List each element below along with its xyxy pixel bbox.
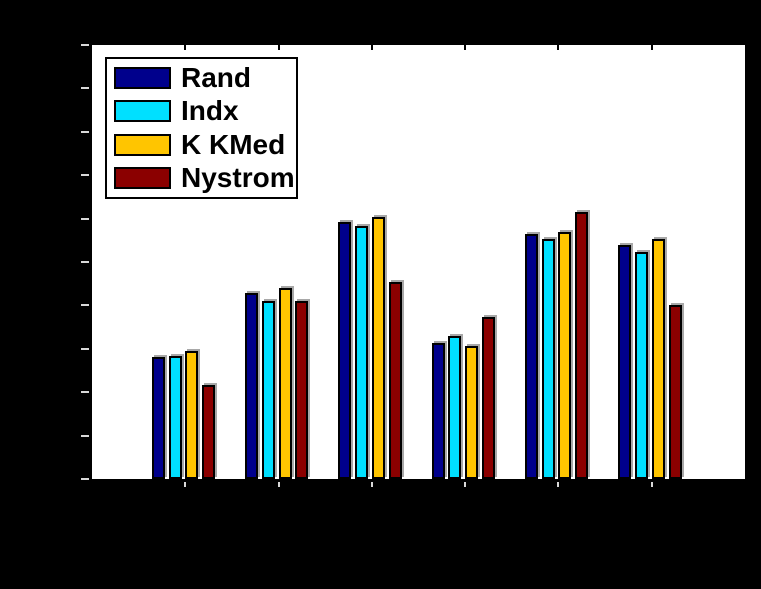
x-tick [277, 482, 280, 487]
bar-k-kmed-group-2 [278, 288, 292, 479]
bar-rand-group-5 [524, 234, 538, 479]
x-tick-top [557, 45, 560, 50]
x-tick-top [277, 45, 280, 50]
bar-rand-group-6 [618, 245, 632, 479]
legend-item: Rand [107, 62, 296, 94]
x-tick-top [370, 45, 373, 50]
y-tick [81, 174, 89, 177]
bar-nystrom-group-3 [388, 282, 402, 479]
x-tick [464, 482, 467, 487]
bar-rand-group-4 [431, 343, 445, 479]
bar-nystrom-group-5 [575, 212, 589, 479]
y-tick [81, 347, 89, 350]
x-tick-top [650, 45, 653, 50]
bar-indx-group-4 [448, 336, 462, 479]
bar-indx-group-3 [355, 226, 369, 479]
legend-swatch-nystrom-icon [114, 167, 171, 190]
legend-item: Nystrom [107, 162, 296, 194]
bar-indx-group-2 [261, 301, 275, 479]
x-tick [370, 482, 373, 487]
legend-item: K KMed [107, 129, 296, 161]
legend-item: Indx [107, 95, 296, 127]
bar-nystrom-group-2 [295, 301, 309, 479]
x-tick [557, 482, 560, 487]
bar-rand-group-2 [245, 293, 258, 479]
bar-k-kmed-group-1 [185, 351, 199, 479]
x-tick [184, 482, 187, 487]
bar-nystrom-group-1 [202, 385, 216, 479]
bar-k-kmed-group-5 [558, 232, 572, 479]
bar-nystrom-group-4 [481, 317, 495, 479]
bar-rand-group-1 [151, 357, 165, 479]
legend-swatch-rand-icon [114, 66, 171, 89]
bar-k-kmed-group-4 [465, 346, 479, 479]
legend-label: Nystrom [181, 162, 295, 194]
legend: Rand Indx K KMed Nystrom [105, 57, 298, 199]
y-tick [81, 478, 89, 480]
y-tick [81, 304, 89, 307]
y-tick [81, 434, 89, 437]
legend-swatch-indx-icon [114, 100, 171, 123]
bar-rand-group-3 [338, 222, 352, 479]
y-tick [81, 217, 89, 220]
bar-nystrom-group-6 [668, 305, 682, 479]
legend-label: Rand [181, 61, 251, 93]
bar-indx-group-1 [168, 356, 182, 479]
x-tick-top [464, 45, 467, 50]
y-tick [81, 130, 89, 133]
legend-label: K KMed [181, 128, 286, 160]
y-tick [81, 44, 89, 46]
y-tick [81, 391, 89, 394]
bar-indx-group-6 [634, 252, 648, 479]
legend-label: Indx [181, 95, 239, 127]
x-tick-top [184, 45, 187, 50]
legend-swatch-kkmed-icon [114, 133, 171, 156]
y-tick [81, 261, 89, 263]
bar-k-kmed-group-3 [371, 217, 385, 479]
x-tick [650, 482, 653, 487]
bar-indx-group-5 [541, 239, 555, 479]
bar-k-kmed-group-6 [651, 239, 665, 479]
y-tick [81, 87, 89, 90]
